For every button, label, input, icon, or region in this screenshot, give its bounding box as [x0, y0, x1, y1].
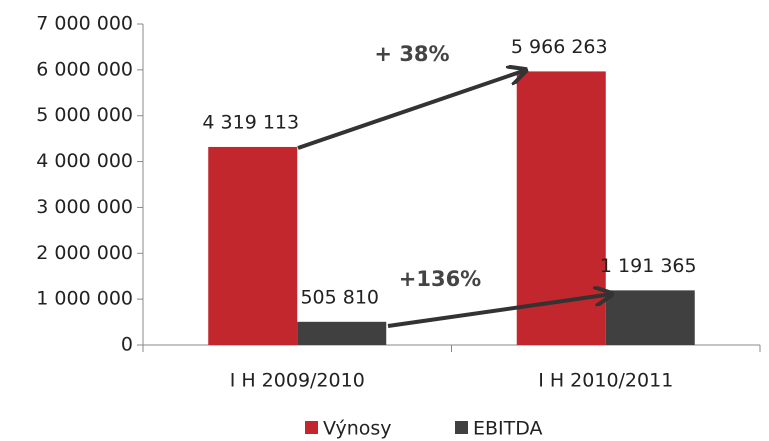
y-tick-label: 1 000 000: [36, 288, 133, 310]
value-label: 1 191 365: [600, 255, 697, 277]
legend-swatch: [455, 421, 468, 434]
x-tick-label: I H 2009/2010: [230, 370, 365, 392]
value-label: 505 810: [300, 286, 379, 308]
plot: 0 1 000 000 2 000 000 3 000 000 4 000 000 5 0…: [36, 13, 761, 440]
arrow: [387, 294, 612, 328]
arrow: [297, 70, 526, 150]
value-label: 5 966 263: [511, 36, 608, 58]
bar: [208, 146, 298, 345]
value-label: 4 319 113: [202, 111, 299, 133]
y-tick-label: 2 000 000: [36, 242, 133, 264]
y-tick-label: 0: [121, 334, 133, 356]
annotation: +136%: [399, 267, 481, 291]
legend-label: EBITDA: [473, 418, 543, 440]
legend-swatch: [305, 421, 318, 434]
annotation: + 38%: [374, 42, 449, 66]
bar: [605, 290, 695, 345]
y-tick-label: 6 000 000: [36, 58, 133, 80]
y-tick-label: 3 000 000: [36, 196, 133, 218]
x-tick-label: I H 2010/2011: [538, 370, 673, 392]
y-tick-label: 5 000 000: [36, 104, 133, 126]
y-tick-label: 7 000 000: [36, 13, 133, 35]
bar: [297, 321, 387, 345]
y-tick-label: 4 000 000: [36, 150, 133, 172]
legend-label: Výnosy: [323, 418, 392, 440]
